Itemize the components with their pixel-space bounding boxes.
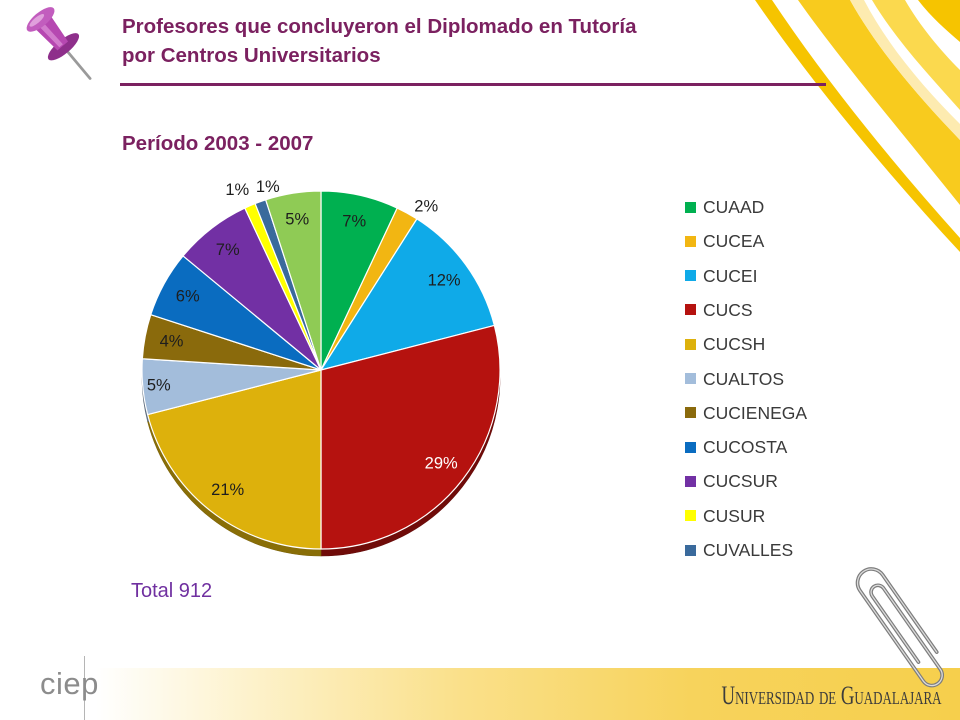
legend-swatch-cualtos (685, 373, 696, 384)
legend-swatch-cucsur (685, 475, 696, 487)
legend-swatch-cucosta (685, 441, 696, 453)
legend-item-cucosta: CUCOSTA (685, 435, 787, 459)
pie-slice-cucsh (147, 369, 322, 550)
legend-label-cucsh: CUCSH (703, 334, 766, 355)
udg-logo: Universidad de Guadalajara (722, 681, 942, 710)
legend-item-cucsur: CUCSUR (685, 469, 778, 493)
data-label-cucienega: 4% (160, 333, 184, 351)
total-count: Total 912 (131, 580, 213, 602)
legend-label-cucienega: CUCIENEGA (703, 402, 808, 423)
legend-label-cucea: CUCEA (703, 231, 765, 252)
legend-swatch-cuaad (685, 201, 696, 213)
data-label-cualtos: 5% (147, 376, 171, 394)
slide-title-line-1: Profesores que concluyeron el Diplomado … (122, 15, 637, 38)
data-label-cucei: 12% (428, 272, 461, 290)
legend-item-cucsh: CUCSH (685, 332, 765, 356)
pie-slice-cucs (320, 324, 501, 550)
slide-title-line-2: por Centros Universitarios (122, 44, 381, 67)
legend-swatch-cucei (685, 270, 696, 282)
pie-slice-unlabeled-12 (265, 190, 322, 371)
pie-data-labels: 7% 2% 12% 29% 21% 5% 4% 6% 7% 1% 1% 5% (147, 178, 461, 499)
legend-item-cucienega: CUCIENEGA (685, 401, 807, 425)
legend-swatch-cucsh (685, 338, 696, 350)
legend-swatch-cucs (685, 304, 696, 316)
title-underline (120, 83, 826, 86)
slide-title: Profesores que concluyeron el Diplomado … (122, 12, 637, 70)
corner-swoosh-decoration (755, 0, 960, 252)
legend-label-cuaad: CUAAD (703, 197, 765, 217)
data-label-cucsur: 7% (216, 241, 240, 259)
pushpin-icon (26, 7, 92, 80)
legend-label-cucosta: CUCOSTA (703, 437, 788, 458)
legend-label-cucsur: CUCSUR (703, 471, 778, 492)
legend-swatch-cucea (685, 235, 696, 247)
legend-item-cucea: CUCEA (685, 229, 764, 253)
period-heading: Período 2003 - 2007 (122, 132, 314, 155)
legend-swatch-cusur (685, 510, 696, 522)
legend-label-cucei: CUCEI (703, 265, 758, 286)
legend-label-cuvalles: CUVALLES (703, 540, 794, 560)
data-label-cuaad: 7% (342, 213, 366, 231)
legend-item-cualtos: CUALTOS (685, 367, 784, 391)
pie-slice-cucei (320, 218, 495, 371)
legend-item-cusur: CUSUR (685, 504, 765, 528)
data-label-cucs: 29% (425, 454, 458, 472)
legend-item-cuaad: CUAAD (685, 195, 764, 219)
pie-slices (141, 190, 501, 550)
footer-gradient-band (0, 668, 960, 720)
legend-item-cuvalles: CUVALLES (685, 538, 793, 562)
data-label-cucea: 2% (414, 198, 438, 216)
legend-item-cucei: CUCEI (685, 264, 757, 288)
paperclip-icon (855, 567, 944, 688)
footer-divider (84, 656, 85, 720)
data-label-cucsh: 21% (211, 481, 244, 499)
legend-swatch-cuvalles (685, 544, 696, 556)
legend-label-cusur: CUSUR (703, 505, 766, 526)
legend-item-cucs: CUCS (685, 298, 753, 322)
legend-swatch-cucienega (685, 407, 696, 419)
legend-label-cucs: CUCS (703, 299, 753, 320)
ciep-logo: ciep (40, 666, 99, 701)
data-label-cusur: 1% (225, 181, 249, 199)
data-label-cuvalles: 1% (256, 178, 280, 196)
data-label-cucosta: 6% (176, 288, 200, 306)
legend-label-cualtos: CUALTOS (703, 368, 785, 389)
data-label-unlabeled-12: 5% (285, 211, 309, 229)
